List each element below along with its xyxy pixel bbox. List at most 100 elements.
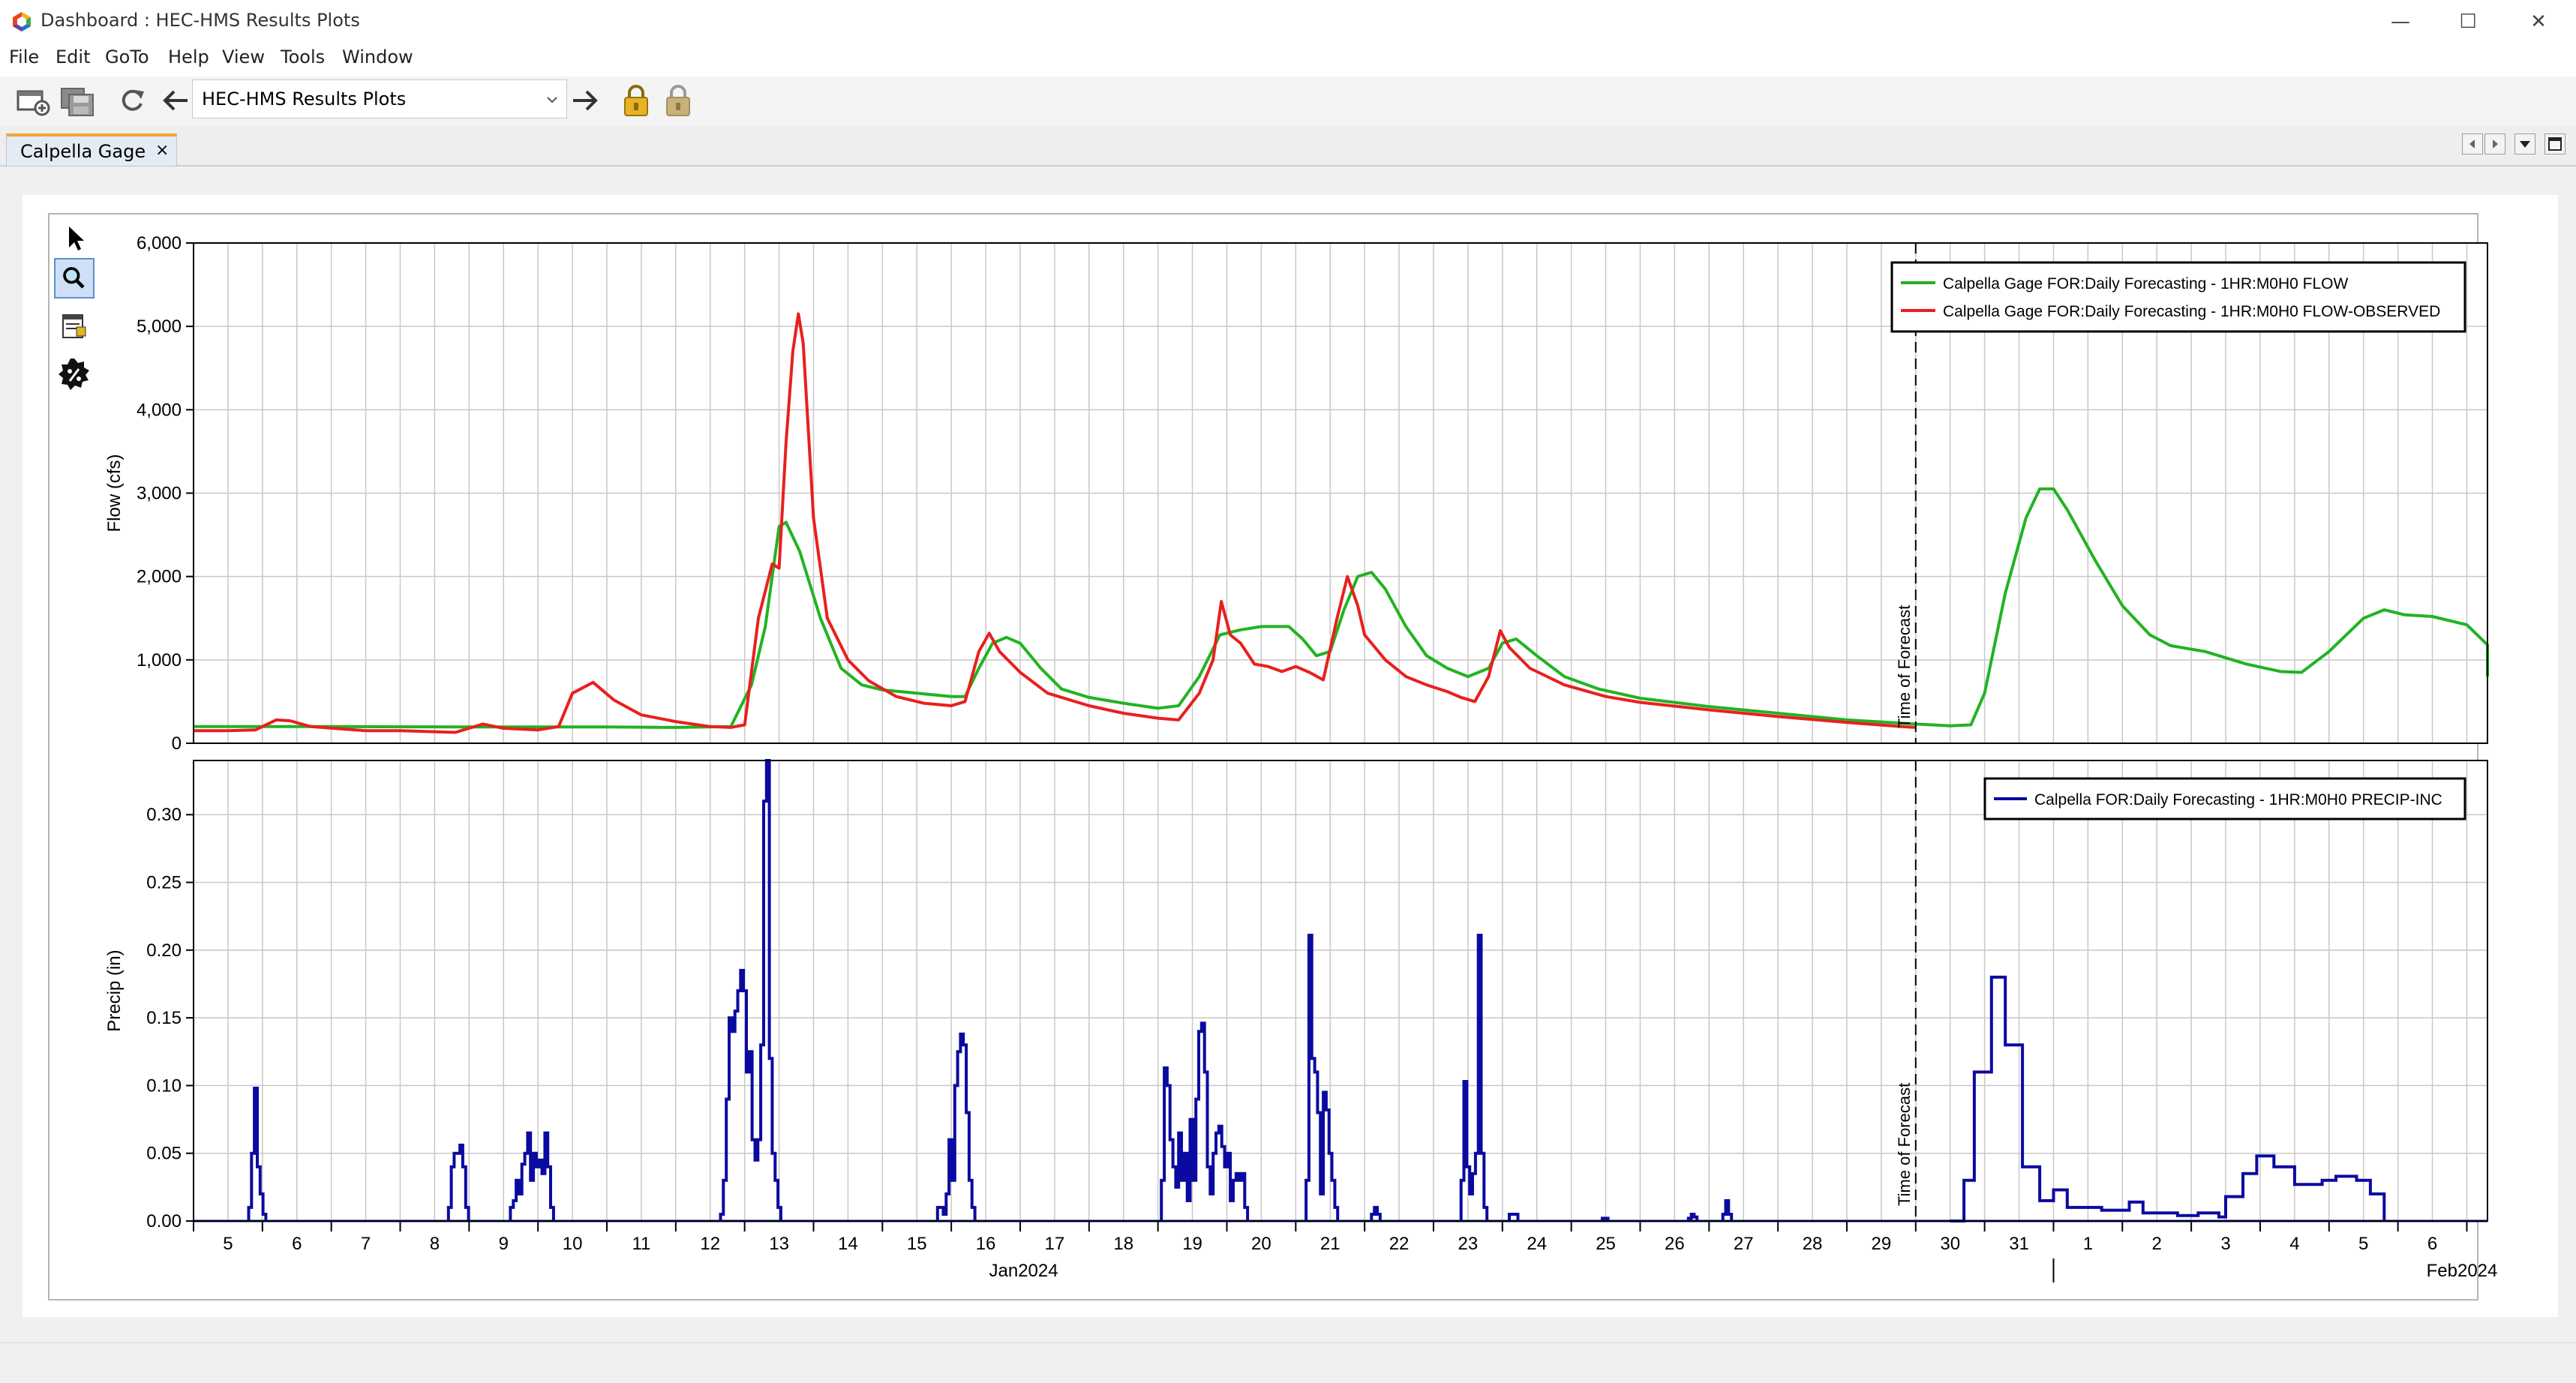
x-tick-label: 9 [499,1234,509,1254]
x-tick-label: 17 [1045,1234,1065,1254]
new-dashboard-icon[interactable] [14,81,53,120]
app-logo-icon [13,12,31,32]
precip-burst [1370,1205,1382,1221]
x-tick-label: 23 [1458,1234,1479,1254]
back-arrow-icon[interactable] [158,81,197,120]
x-tick-label: 16 [976,1234,996,1254]
x-tick-label: 20 [1251,1234,1271,1254]
precip-y-tick-label: 0.05 [146,1144,182,1164]
flow-series-line [194,487,2489,729]
x-tick-label: 5 [223,1234,233,1254]
menu-goto[interactable]: GoTo [105,46,149,68]
x-tick-label: 6 [2427,1234,2437,1254]
forecast-time-label: Time of Forecast [1895,605,1914,728]
x-tick-label: 15 [907,1234,927,1254]
dashboard-select-value: HEC-HMS Results Plots [202,88,407,110]
x-tick-label: 4 [2289,1234,2299,1254]
tab-strip [0,126,2576,166]
x-tick-label: 29 [1872,1234,1892,1254]
menu-help[interactable]: Help [168,46,209,68]
x-tick-label: 27 [1734,1234,1754,1254]
forward-arrow-icon[interactable] [566,81,605,120]
precip-burst [935,1032,977,1221]
x-tick-label: 31 [2009,1234,2029,1254]
flow-y-tick-label: 5,000 [137,316,182,337]
precip-forecast-steps [1950,975,2386,1222]
x-tick-label: 26 [1665,1234,1685,1254]
x-tick-label: 5 [2358,1234,2368,1254]
precip-burst [1721,1198,1734,1221]
x-tick-label: 19 [1182,1234,1202,1254]
x-tick-label: 25 [1596,1234,1616,1254]
x-tick-label: 8 [430,1234,440,1254]
x-tick-label: 28 [1803,1234,1823,1254]
precip-burst [1459,934,1489,1221]
flow-y-tick-label: 1,000 [137,650,182,670]
x-tick-label: 6 [292,1234,302,1254]
maximize-button[interactable]: ☐ [2459,10,2477,33]
x-tick-label: 21 [1320,1234,1341,1254]
flow-plot-frame [193,242,2488,744]
flow-y-tick-label: 6,000 [137,233,182,254]
x-group-label-january: Jan2024 [989,1261,1058,1281]
x-tick-label: 14 [838,1234,858,1254]
precip-y-tick-label: 0.00 [146,1211,182,1232]
precip-burst [1508,1213,1520,1221]
precip-y-tick-label: 0.25 [146,873,182,893]
precip-y-tick-label: 0.15 [146,1008,182,1028]
properties-icon[interactable] [54,306,95,346]
precip-burst [1160,1022,1250,1221]
x-tick-label: 7 [361,1234,371,1254]
precip-burst [1686,1213,1699,1221]
refresh-icon[interactable] [113,81,152,120]
x-tick-label: 30 [1940,1234,1960,1254]
minimize-button[interactable]: — [2391,10,2410,33]
tab-scroll-left-icon[interactable] [2462,134,2483,154]
tab-calpella-gage[interactable]: Calpella Gage × [6,134,177,166]
x-group-label-february: Feb2024 [2427,1261,2498,1281]
title-bar: Dashboard : HEC-HMS Results Plots — ☐ ✕ [0,0,2576,44]
pointer-icon[interactable] [54,218,95,258]
menu-edit[interactable]: Edit [56,46,91,68]
flow-y-tick-label: 2,000 [137,567,182,587]
flow-y-tick-label: 3,000 [137,484,182,504]
forecast-time-label: Time of Forecast [1895,1083,1914,1206]
x-tick-label: 12 [700,1234,720,1254]
menu-bar [0,44,2576,76]
precip-legend-label: Calpella FOR:Daily Forecasting - 1HR:M0H… [2034,791,2442,808]
flow-legend-label: Calpella Gage FOR:Daily Forecasting - 1H… [1943,275,2349,292]
x-tick-label: 22 [1389,1234,1410,1254]
flow-axis-title: Flow (cfs) [104,454,125,532]
zoom-icon[interactable] [54,258,95,298]
x-tick-label: 18 [1113,1234,1133,1254]
menu-file[interactable]: File [9,46,40,68]
tab-scroll-right-icon[interactable] [2484,134,2505,154]
tab-close-icon[interactable]: × [155,141,170,160]
unlock-icon[interactable] [659,81,698,120]
tab-list-icon[interactable] [2514,134,2535,154]
menu-view[interactable]: View [222,46,265,68]
precip-burst [247,1087,268,1221]
x-tick-label: 10 [563,1234,583,1254]
menu-tools[interactable]: Tools [281,46,326,68]
close-window-button[interactable]: ✕ [2530,10,2547,33]
precip-plot-area [194,760,2487,1221]
plot-frame [48,213,2478,1300]
lock-icon[interactable] [617,81,656,120]
maximize-panel-icon[interactable] [2544,134,2565,154]
precip-burst [446,1143,470,1221]
menu-window[interactable]: Window [342,46,413,68]
x-tick-label: 11 [632,1234,650,1254]
precip-y-tick-label: 0.10 [146,1076,182,1096]
chevron-down-icon [547,97,557,104]
precip-burst [719,759,782,1221]
precip-y-tick-label: 0.20 [146,940,182,961]
x-tick-label: 24 [1527,1234,1547,1254]
flow-y-tick-label: 0 [172,734,182,754]
dashboard-select[interactable]: HEC-HMS Results Plots [192,80,567,118]
save-icon[interactable] [59,81,98,120]
badge-icon[interactable] [54,354,95,394]
precip-burst [509,1131,555,1221]
observed-legend-label: Calpella Gage FOR:Daily Forecasting - 1H… [1943,303,2440,320]
